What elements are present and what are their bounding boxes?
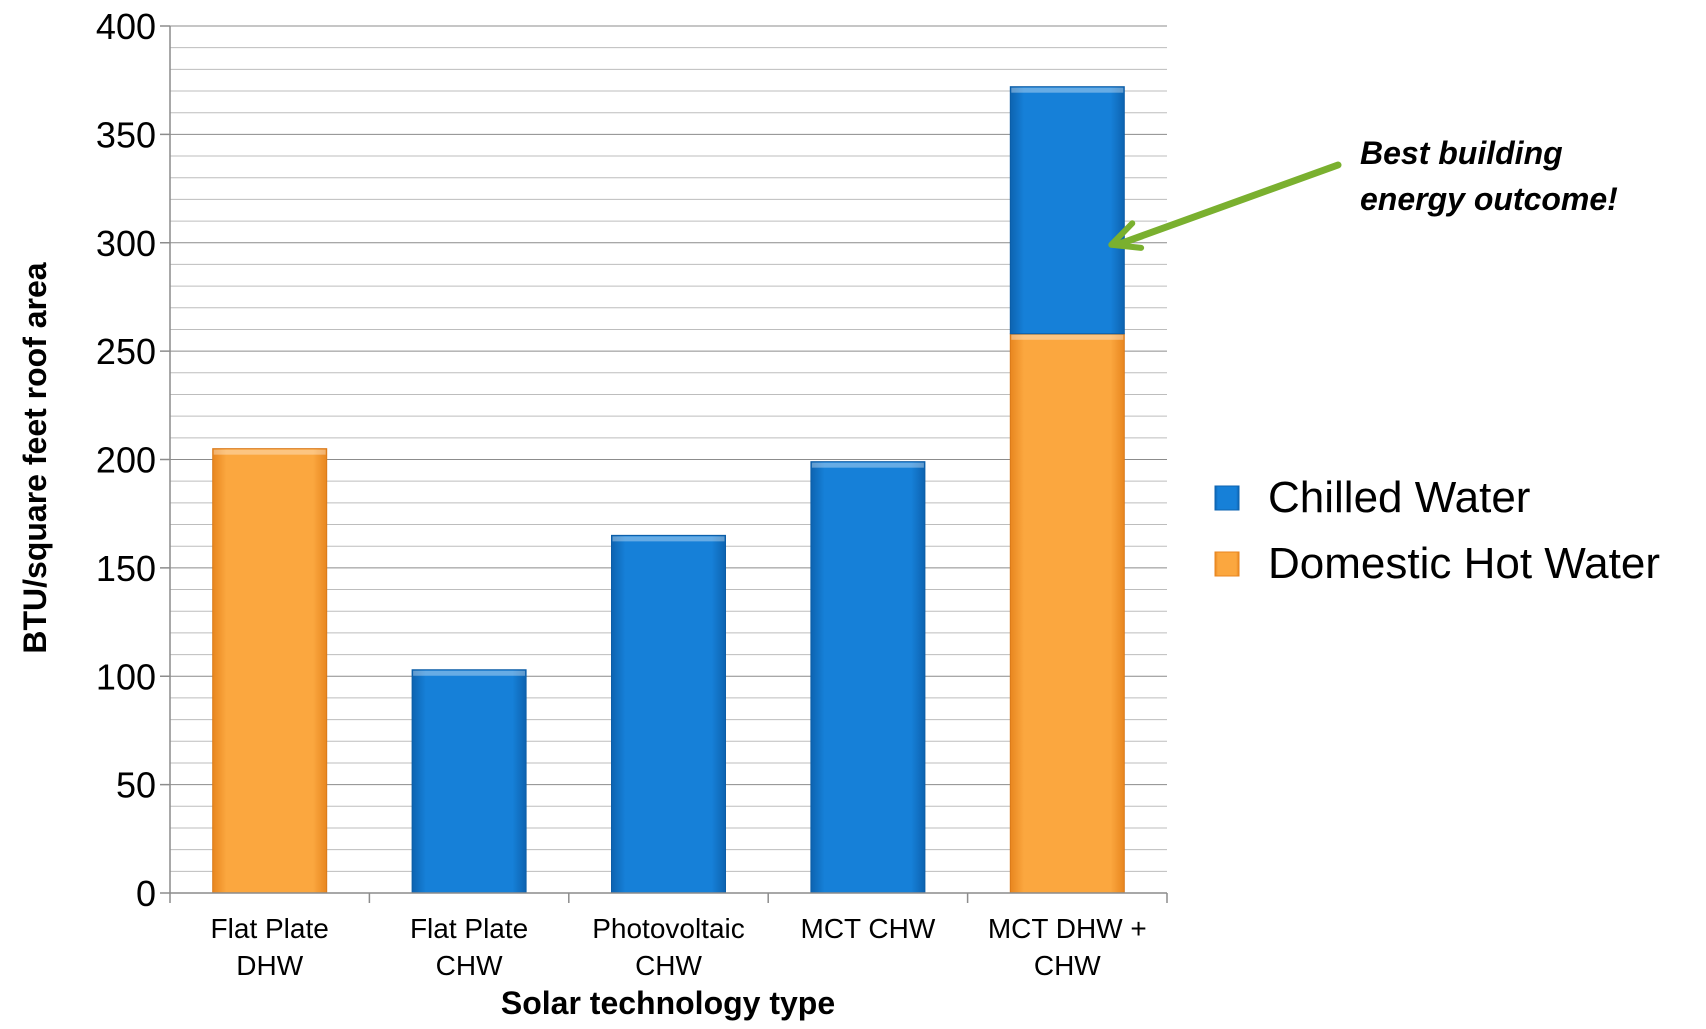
y-tick-label: 400: [96, 6, 156, 47]
annotation-arrow-head: [1108, 220, 1145, 251]
x-category-label: DHW: [236, 950, 303, 981]
legend-swatch-domestic-hot-water: [1214, 551, 1240, 577]
bars: [212, 86, 1125, 894]
y-tick-label: 100: [96, 656, 156, 697]
bar-highlight-domestic-hot-water-0: [213, 449, 326, 455]
bar-domestic-hot-water-0: [212, 448, 328, 894]
x-axis-title: Solar technology type: [501, 985, 835, 1021]
bar-chilled-water-2: [611, 534, 726, 894]
x-category-label: MCT DHW +: [988, 913, 1147, 944]
legend-swatch-chilled-water: [1214, 485, 1240, 511]
y-tick-label: 50: [116, 765, 156, 806]
annotation-arrow: [1113, 161, 1342, 249]
y-axis-title: BTU/square feet roof area: [17, 262, 53, 653]
x-category-label: Flat Plate: [410, 913, 528, 944]
bar-chilled-water-3: [810, 461, 926, 894]
x-category-label: MCT CHW: [801, 913, 936, 944]
y-tick-label: 150: [96, 548, 156, 589]
annotation-line-2: energy outcome!: [1360, 181, 1618, 217]
axes: [160, 25, 1168, 903]
y-tick-label: 200: [96, 440, 156, 481]
legend-label-domestic-hot-water: Domestic Hot Water: [1268, 539, 1660, 588]
x-category-label: CHW: [635, 950, 702, 981]
y-tick-label: 300: [96, 223, 156, 264]
x-category-label: Photovoltaic: [592, 913, 745, 944]
y-tick-label: 350: [96, 114, 156, 155]
y-tick-label: 0: [136, 873, 156, 914]
legend-label-chilled-water: Chilled Water: [1268, 473, 1530, 522]
labels: 0 50 100 150 200 250 300 350 400 Flat Plate DHW Fla…: [96, 6, 1147, 981]
y-tick-label: 250: [96, 331, 156, 372]
bar-highlight-domestic-hot-water-4: [1011, 334, 1124, 340]
bar-domestic-hot-water-4: [1009, 333, 1125, 894]
x-category-label: CHW: [436, 950, 503, 981]
annotation: Best building energy outcome!: [1108, 135, 1618, 251]
legend: Chilled Water Domestic Hot Water: [1214, 473, 1660, 588]
annotation-line-1: Best building: [1360, 135, 1563, 171]
bar-highlight-chilled-water-4: [1011, 87, 1124, 93]
x-category-label: CHW: [1034, 950, 1101, 981]
bar-chilled-water-4: [1009, 86, 1125, 335]
x-category-label: Flat Plate: [211, 913, 329, 944]
bar-highlight-chilled-water-1: [413, 670, 526, 676]
bar-highlight-chilled-water-3: [811, 462, 924, 468]
bar-highlight-chilled-water-2: [612, 536, 725, 542]
bar-chilled-water-1: [411, 669, 527, 894]
